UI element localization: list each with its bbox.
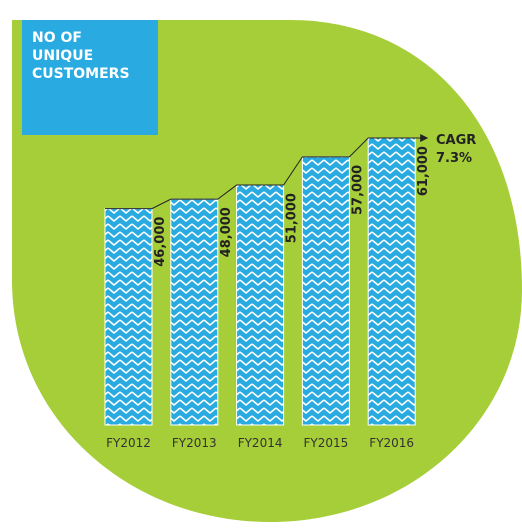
value-label: 46,000	[153, 217, 168, 267]
title-box	[22, 20, 158, 135]
chart-title: CUSTOMERS	[32, 66, 130, 82]
bar	[236, 184, 285, 426]
annotation: 7.3%	[436, 151, 472, 166]
x-tick-label: FY2014	[238, 436, 283, 450]
value-label: 48,000	[219, 207, 234, 257]
bar	[367, 137, 416, 426]
chart-title: UNIQUE	[32, 48, 93, 64]
trend-line	[105, 134, 429, 210]
x-tick-label: FY2012	[106, 436, 151, 450]
value-label: 51,000	[285, 193, 300, 243]
bar	[301, 156, 350, 426]
annotation: CAGR	[436, 133, 476, 148]
bar	[104, 208, 153, 426]
value-label: 61,000	[416, 146, 431, 196]
x-tick-label: FY2015	[304, 436, 349, 450]
x-tick-label: FY2013	[172, 436, 217, 450]
bar	[170, 198, 219, 426]
value-label: 57,000	[350, 165, 365, 215]
x-tick-label: FY2016	[369, 436, 414, 450]
chart-title: NO OF	[32, 30, 82, 46]
